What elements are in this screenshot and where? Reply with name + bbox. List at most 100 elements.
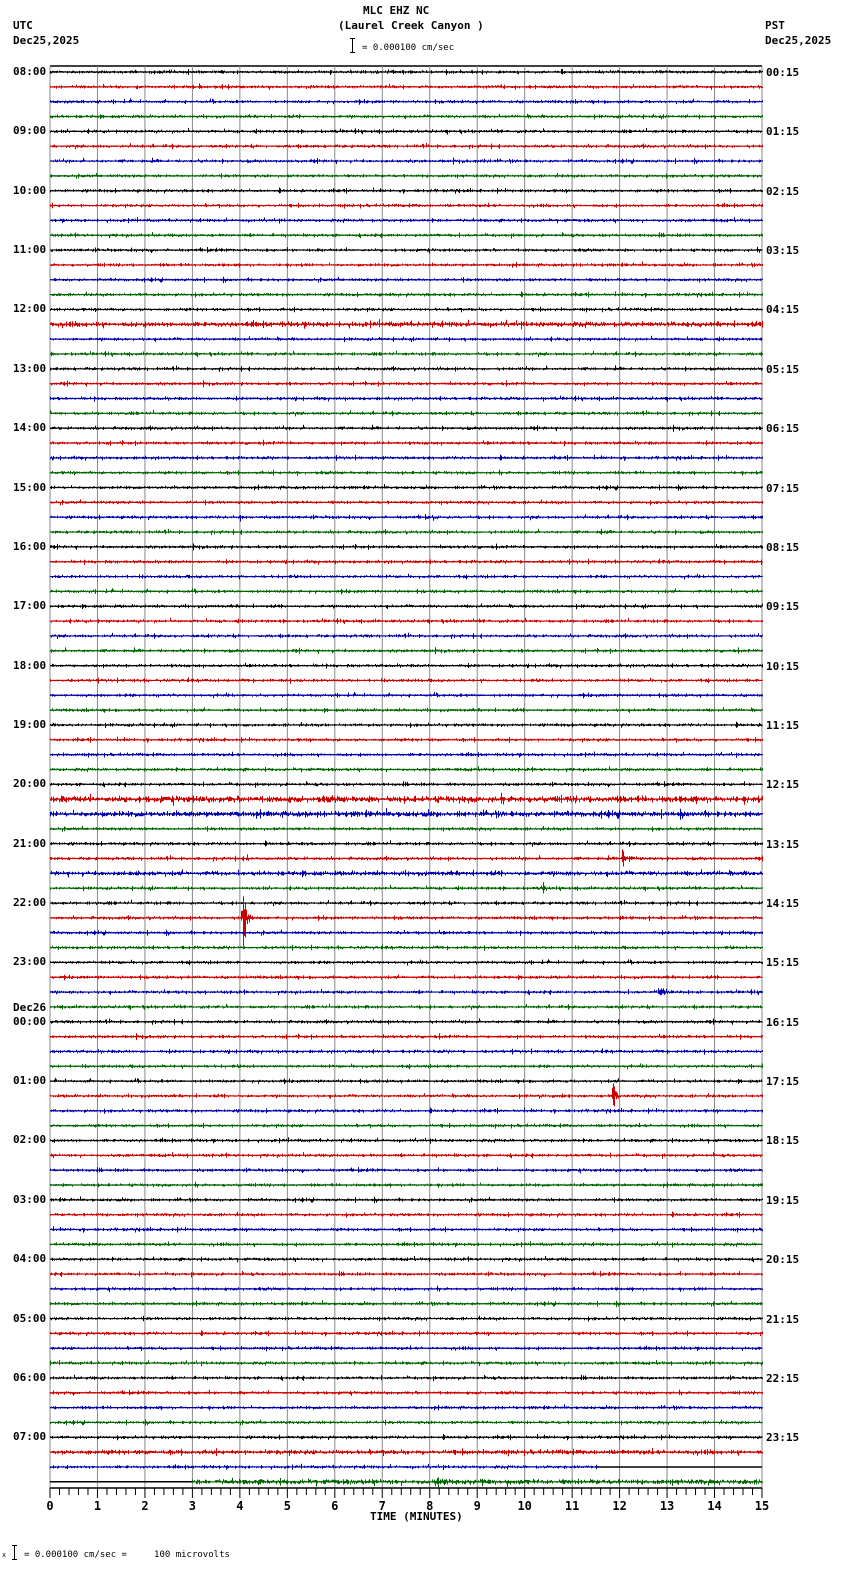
x-tick-label: 9 — [474, 1499, 481, 1513]
trace-signal — [50, 751, 763, 758]
trace-signal — [50, 707, 763, 713]
trace-signal — [50, 721, 763, 728]
trace-signal — [50, 469, 763, 476]
trace-signal — [50, 632, 763, 639]
trace-signal — [50, 1181, 763, 1188]
x-tick-label: 5 — [284, 1499, 291, 1513]
trace-signal — [50, 1226, 763, 1233]
left-time-label: 12:00 — [13, 302, 47, 316]
right-time-label: 09:15 — [766, 600, 800, 614]
left-time-label: 11:00 — [13, 243, 47, 257]
trace-signal — [50, 899, 763, 907]
left-time-label: 10:00 — [13, 183, 47, 197]
left-time-label: 05:00 — [13, 1311, 47, 1325]
station-title: MLC EHZ NC — [363, 4, 430, 17]
trace-signal — [50, 1211, 763, 1218]
trace-signal — [50, 558, 763, 565]
trace-signal — [50, 350, 763, 358]
trace-signal — [50, 677, 763, 684]
x-tick-label: 8 — [426, 1499, 433, 1513]
trace-signal — [50, 157, 763, 165]
trace-signal — [50, 1048, 763, 1055]
trace-signal — [50, 424, 763, 432]
trace-signal — [50, 439, 763, 447]
left-time-label: 00:00 — [13, 1014, 47, 1028]
trace-signal — [50, 276, 763, 284]
trace-signal — [50, 127, 763, 135]
footer-prefix: x — [2, 1551, 7, 1559]
trace-signal — [50, 365, 763, 372]
trace-signal — [50, 588, 763, 595]
x-tick-label: 4 — [236, 1499, 243, 1513]
x-tick-label: 7 — [379, 1499, 386, 1513]
left-timezone: UTC — [13, 19, 33, 32]
left-time-label: 08:00 — [13, 65, 47, 78]
x-tick-label: 0 — [46, 1499, 53, 1513]
left-time-label: 04:00 — [13, 1252, 47, 1266]
left-time-label: 18:00 — [13, 658, 47, 672]
trace-signal — [50, 988, 763, 996]
location-title: (Laurel Creek Canyon ) — [338, 19, 484, 32]
trace-signal — [50, 1419, 763, 1426]
left-time-label: 17:00 — [13, 599, 47, 613]
right-time-label: 13:15 — [766, 837, 800, 851]
trace-signal — [50, 1285, 763, 1293]
trace-signal — [50, 246, 763, 254]
trace-signal — [50, 1300, 763, 1308]
left-time-label: 07:00 — [13, 1430, 47, 1444]
trace-signal — [50, 261, 763, 268]
trace-signal — [50, 291, 763, 298]
right-time-label: 17:15 — [766, 1075, 800, 1089]
scale-bar-icon — [350, 38, 358, 53]
trace-signal — [50, 514, 763, 522]
trace-signal — [50, 1330, 763, 1337]
right-timezone: PST — [765, 19, 785, 32]
trace-signal — [50, 1063, 763, 1070]
trace-signal — [50, 1448, 763, 1457]
scale-label: = 0.000100 cm/sec — [362, 43, 455, 53]
right-time-label: 02:15 — [766, 184, 800, 198]
trace-signal — [50, 499, 763, 506]
trace-signal — [50, 766, 763, 773]
x-axis-title: TIME (MINUTES) — [370, 1510, 463, 1523]
trace-signal — [50, 1167, 763, 1174]
trace-signal — [50, 840, 763, 847]
trace-signal — [50, 1434, 763, 1441]
trace-signal — [50, 1463, 597, 1471]
trace-signal — [50, 1271, 763, 1278]
x-tick-label: 15 — [755, 1499, 769, 1513]
left-time-label: 13:00 — [13, 361, 47, 375]
left-time-label: 06:00 — [13, 1370, 47, 1384]
left-date-label: Dec26 — [13, 1000, 47, 1014]
left-time-label: 22:00 — [13, 896, 47, 910]
x-tick-label: 2 — [141, 1499, 148, 1513]
right-time-label: 20:15 — [766, 1253, 800, 1267]
trace-signal — [50, 849, 763, 867]
trace-signal — [50, 896, 763, 946]
trace-signal — [50, 1256, 763, 1263]
trace-signal — [50, 974, 763, 981]
left-time-label: 19:00 — [13, 717, 47, 731]
trace-signal — [50, 232, 763, 239]
trace-signal — [50, 959, 763, 966]
right-time-label: 19:15 — [766, 1193, 800, 1207]
trace-signal — [50, 1033, 763, 1041]
trace-signal — [50, 1122, 763, 1129]
right-time-label: 16:15 — [766, 1015, 800, 1029]
trace-signal — [50, 929, 763, 937]
trace-signal — [50, 1389, 763, 1396]
trace-signal — [50, 1152, 763, 1159]
trace-signal — [50, 217, 763, 224]
trace-signal — [192, 1477, 763, 1488]
trace-signal — [50, 1107, 763, 1114]
right-time-label: 08:15 — [766, 540, 800, 554]
trace-signal — [50, 98, 763, 105]
trace-signal — [50, 319, 763, 330]
right-time-label: 21:15 — [766, 1312, 800, 1326]
trace-signal — [50, 187, 763, 194]
left-date: Dec25,2025 — [13, 34, 80, 47]
trace-signal — [50, 792, 763, 806]
trace-signal — [50, 1077, 763, 1085]
trace-signal — [50, 410, 763, 417]
left-time-label: 15:00 — [13, 480, 47, 494]
